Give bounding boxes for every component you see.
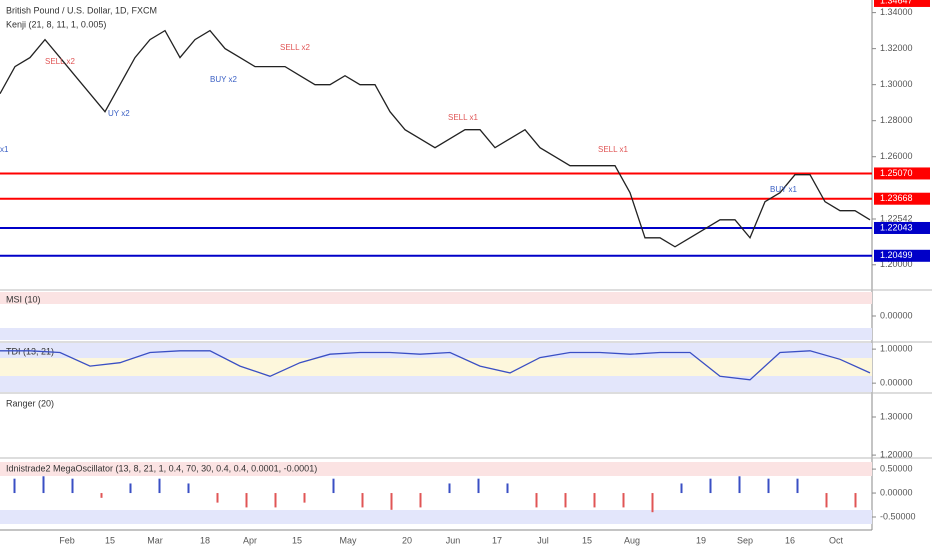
x-tick-label: Apr — [243, 535, 257, 545]
signal-label: SELL x2 — [280, 43, 310, 52]
signal-label: BUY x1 — [770, 185, 798, 194]
msi-title: MSI (10) — [6, 294, 41, 304]
oscillator-bar — [564, 493, 567, 508]
x-tick-label: Jul — [537, 535, 549, 545]
x-tick-label: 17 — [492, 535, 502, 545]
chart-title: British Pound / U.S. Dollar, 1D, FXCM — [6, 5, 157, 15]
x-tick-label: 15 — [292, 535, 302, 545]
oscillator-bar — [71, 478, 74, 494]
x-tick-label: 19 — [696, 535, 706, 545]
y-tick-label: -0.50000 — [880, 511, 916, 521]
oscillator-bar — [42, 476, 45, 494]
x-tick-label: Mar — [147, 535, 163, 545]
oscillator-bar — [216, 493, 219, 503]
x-tick-label: Aug — [624, 535, 640, 545]
y-tick-label: 1.28000 — [880, 115, 913, 125]
oscillator-bar — [419, 493, 422, 508]
level-label: 1.25070 — [880, 168, 913, 178]
y-tick-label: 1.30000 — [880, 411, 913, 421]
y-tick-label: 0.00000 — [880, 487, 913, 497]
oscillator-bar — [825, 493, 828, 508]
x-tick-label: Sep — [737, 535, 753, 545]
panel-separators — [0, 289, 932, 459]
x-tick-label: Feb — [59, 535, 75, 545]
tdi-line — [0, 350, 871, 381]
oscillator-bar — [129, 483, 132, 494]
y-tick-label: 0.00000 — [880, 378, 913, 388]
oscillator-bar — [738, 476, 741, 494]
level-label: 1.20499 — [880, 250, 913, 260]
level-label-bg — [874, 167, 930, 180]
y-tick-label: 0.00000 — [880, 310, 913, 320]
price-label-bg — [874, 0, 930, 7]
mega-title: Idnistrade2 MegaOscillator (13, 8, 21, 1… — [6, 463, 317, 473]
oscillator-bar — [361, 493, 364, 508]
ranger-title: Ranger (20) — [6, 398, 54, 408]
oscillator-bar — [187, 483, 190, 494]
oscillator-bar — [448, 483, 451, 494]
x-tick-label: Oct — [829, 535, 844, 545]
signal-label: x1 — [0, 145, 9, 154]
level-label: 1.22043 — [880, 222, 913, 232]
oscillator-bar — [796, 478, 799, 494]
oscillator-bar — [622, 493, 625, 508]
oscillator-bar — [651, 493, 654, 513]
oscillator-bar — [506, 483, 509, 494]
oscillator-bar — [709, 478, 712, 494]
x-tick-label: May — [339, 535, 357, 545]
x-tick-label: 15 — [105, 535, 115, 545]
x-tick-label: 15 — [582, 535, 592, 545]
oscillator-bar — [535, 493, 538, 508]
oscillator-bar — [274, 493, 277, 508]
x-tick-label: 16 — [785, 535, 795, 545]
indicator-title: Kenji (21, 8, 11, 1, 0.005) — [6, 19, 106, 29]
oscillator-bar — [390, 493, 393, 510]
level-label: 1.23668 — [880, 193, 913, 203]
oscillator-bar — [477, 478, 480, 494]
oscillator-bar — [593, 493, 596, 508]
level-label-bg — [874, 192, 930, 205]
oscillator-bar — [680, 483, 683, 494]
level-label-bg — [874, 249, 930, 262]
oscillator-bar — [767, 478, 770, 494]
x-tick-label: Jun — [446, 535, 461, 545]
y-tick-label: 1.00000 — [880, 344, 913, 354]
oscillator-bar — [158, 478, 161, 494]
y-tick-label: 0.50000 — [880, 463, 913, 473]
y-tick-label: 1.32000 — [880, 43, 913, 53]
signal-label: BUY x2 — [210, 75, 238, 84]
y-tick-label: 1.22542 — [880, 213, 913, 223]
oscillator-bar — [13, 478, 16, 494]
oscillator-bar — [332, 478, 335, 494]
x-tick-label: 18 — [200, 535, 210, 545]
signal-label: SELL x1 — [448, 113, 478, 122]
y-tick-label: 1.20000 — [880, 449, 913, 459]
signal-label: SELL x1 — [598, 145, 628, 154]
oscillator-bar — [245, 493, 248, 508]
x-tick-label: 20 — [402, 535, 412, 545]
price-line — [0, 29, 871, 248]
y-tick-label: 1.20000 — [880, 259, 913, 269]
price-label: 1.34647 — [880, 0, 913, 5]
oscillator-bar — [854, 493, 857, 508]
oscillator-bar — [303, 493, 306, 503]
y-tick-label: 1.30000 — [880, 79, 913, 89]
y-tick-label: 1.34000 — [880, 7, 913, 17]
panel-bg — [0, 292, 872, 524]
oscillator-bar — [100, 493, 103, 498]
level-label-bg — [874, 221, 930, 234]
y-tick-label: 1.26000 — [880, 151, 913, 161]
signal-label: UY x2 — [108, 109, 130, 118]
signal-label: SELL x2 — [45, 57, 75, 66]
